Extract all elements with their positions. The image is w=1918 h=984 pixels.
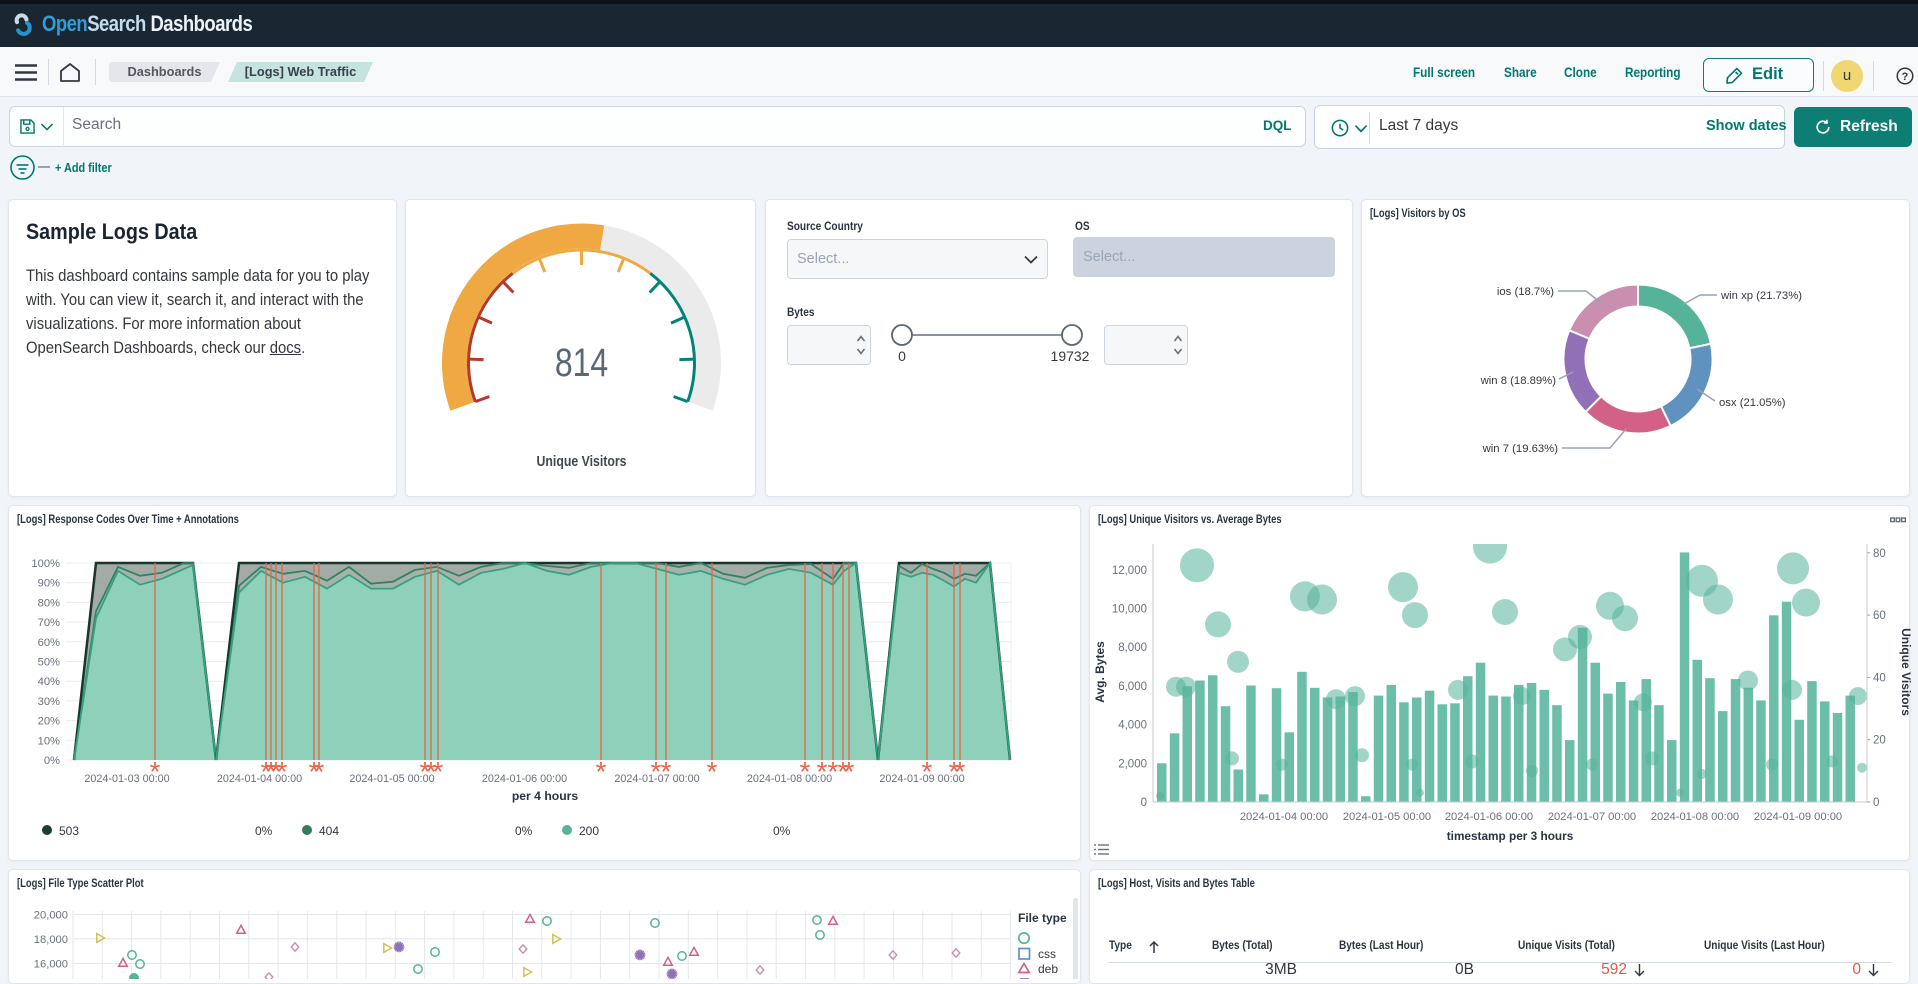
svg-text:?: ?: [1902, 71, 1909, 83]
svg-text:60: 60: [1873, 610, 1886, 622]
svg-text:2024-01-03 00:00: 2024-01-03 00:00: [84, 773, 169, 785]
svg-text:*: *: [661, 756, 672, 787]
svg-text:ios (18.7%): ios (18.7%): [1497, 286, 1554, 298]
svg-text:90%: 90%: [38, 578, 60, 590]
svg-text:✺: ✺: [666, 966, 678, 979]
svg-text:20%: 20%: [38, 716, 60, 728]
svg-text:19732: 19732: [1051, 348, 1090, 364]
svg-text:0%: 0%: [255, 824, 273, 838]
svg-text:*: *: [150, 756, 161, 787]
svg-text:100%: 100%: [31, 558, 60, 570]
svg-text:0%: 0%: [773, 824, 791, 838]
svg-text:*: *: [420, 756, 431, 787]
svg-text:*: *: [828, 756, 839, 787]
svg-text:2024-01-09 00:00: 2024-01-09 00:00: [879, 773, 964, 785]
svg-text:10%: 10%: [38, 735, 60, 747]
svg-text:*: *: [707, 756, 718, 787]
svg-text:0%: 0%: [515, 824, 533, 838]
svg-text:*: *: [844, 756, 855, 787]
svg-text:osx (21.05%): osx (21.05%): [1719, 397, 1786, 409]
svg-text:win 7 (19.63%): win 7 (19.63%): [1482, 443, 1559, 455]
svg-text:2024-01-07 00:00: 2024-01-07 00:00: [1548, 811, 1636, 823]
svg-text:2024-01-06 00:00: 2024-01-06 00:00: [1445, 811, 1533, 823]
svg-text:80: 80: [1873, 548, 1886, 560]
svg-text:2024-01-04 00:00: 2024-01-04 00:00: [1240, 811, 1328, 823]
svg-text:2024-01-09 00:00: 2024-01-09 00:00: [1754, 811, 1842, 823]
svg-text:70%: 70%: [38, 617, 60, 629]
svg-text:win 8 (18.89%): win 8 (18.89%): [1480, 375, 1557, 387]
svg-text:50%: 50%: [38, 657, 60, 669]
svg-text:0: 0: [898, 348, 906, 364]
svg-text:80%: 80%: [38, 597, 60, 609]
svg-text:0: 0: [1873, 797, 1879, 809]
svg-text:0: 0: [1141, 797, 1147, 809]
svg-text:*: *: [955, 756, 966, 787]
svg-text:*: *: [651, 756, 662, 787]
svg-text:*: *: [596, 756, 607, 787]
svg-text:16,000: 16,000: [34, 959, 68, 971]
svg-text:2024-01-08 00:00: 2024-01-08 00:00: [1651, 811, 1739, 823]
svg-text:60%: 60%: [38, 637, 60, 649]
svg-text:40%: 40%: [38, 676, 60, 688]
svg-text:Avg. Bytes: Avg. Bytes: [1093, 641, 1107, 703]
svg-text:10,000: 10,000: [1112, 604, 1147, 616]
svg-text:per 4 hours: per 4 hours: [512, 789, 579, 803]
svg-text:*: *: [433, 756, 444, 787]
svg-text:18,000: 18,000: [34, 934, 68, 946]
svg-text:*: *: [266, 756, 277, 787]
svg-text:*: *: [817, 756, 828, 787]
svg-text:2024-01-04 00:00: 2024-01-04 00:00: [217, 773, 302, 785]
svg-text:404: 404: [319, 824, 339, 838]
svg-text:*: *: [309, 756, 320, 787]
svg-text:css: css: [1038, 947, 1056, 961]
svg-text:*: *: [838, 756, 849, 787]
svg-text:814: 814: [555, 340, 608, 385]
svg-text:Unique Visitors: Unique Visitors: [1899, 628, 1911, 716]
svg-text:✺: ✺: [393, 939, 405, 955]
svg-text:6,000: 6,000: [1118, 681, 1147, 693]
svg-text:30%: 30%: [38, 696, 60, 708]
svg-text:40: 40: [1873, 672, 1886, 684]
svg-text:2024-01-05 00:00: 2024-01-05 00:00: [349, 773, 434, 785]
svg-text:*: *: [922, 756, 933, 787]
svg-text:20,000: 20,000: [34, 910, 68, 922]
svg-text:*: *: [426, 756, 437, 787]
svg-text:2024-01-08 00:00: 2024-01-08 00:00: [747, 773, 832, 785]
svg-text:20: 20: [1873, 735, 1886, 747]
svg-text:2024-01-05 00:00: 2024-01-05 00:00: [1343, 811, 1431, 823]
svg-text:503: 503: [59, 824, 79, 838]
svg-text:0%: 0%: [44, 755, 60, 767]
svg-text:*: *: [261, 756, 272, 787]
svg-text:4,000: 4,000: [1118, 720, 1147, 732]
svg-text:12,000: 12,000: [1112, 565, 1147, 577]
svg-text:2024-01-06 00:00: 2024-01-06 00:00: [482, 773, 567, 785]
svg-text:*: *: [800, 756, 811, 787]
svg-text:win xp (21.73%): win xp (21.73%): [1720, 290, 1802, 302]
svg-text:8,000: 8,000: [1118, 642, 1147, 654]
svg-text:*: *: [271, 756, 282, 787]
svg-text:*: *: [277, 756, 288, 787]
svg-text:File type: File type: [1018, 911, 1067, 925]
svg-text:*: *: [949, 756, 960, 787]
svg-text:timestamp per 3 hours: timestamp per 3 hours: [1447, 829, 1574, 843]
svg-text:2024-01-07 00:00: 2024-01-07 00:00: [614, 773, 699, 785]
svg-text:*: *: [314, 756, 325, 787]
svg-text:✺: ✺: [634, 947, 646, 963]
svg-text:200: 200: [579, 824, 599, 838]
svg-text:2,000: 2,000: [1118, 758, 1147, 770]
svg-text:deb: deb: [1038, 962, 1058, 976]
